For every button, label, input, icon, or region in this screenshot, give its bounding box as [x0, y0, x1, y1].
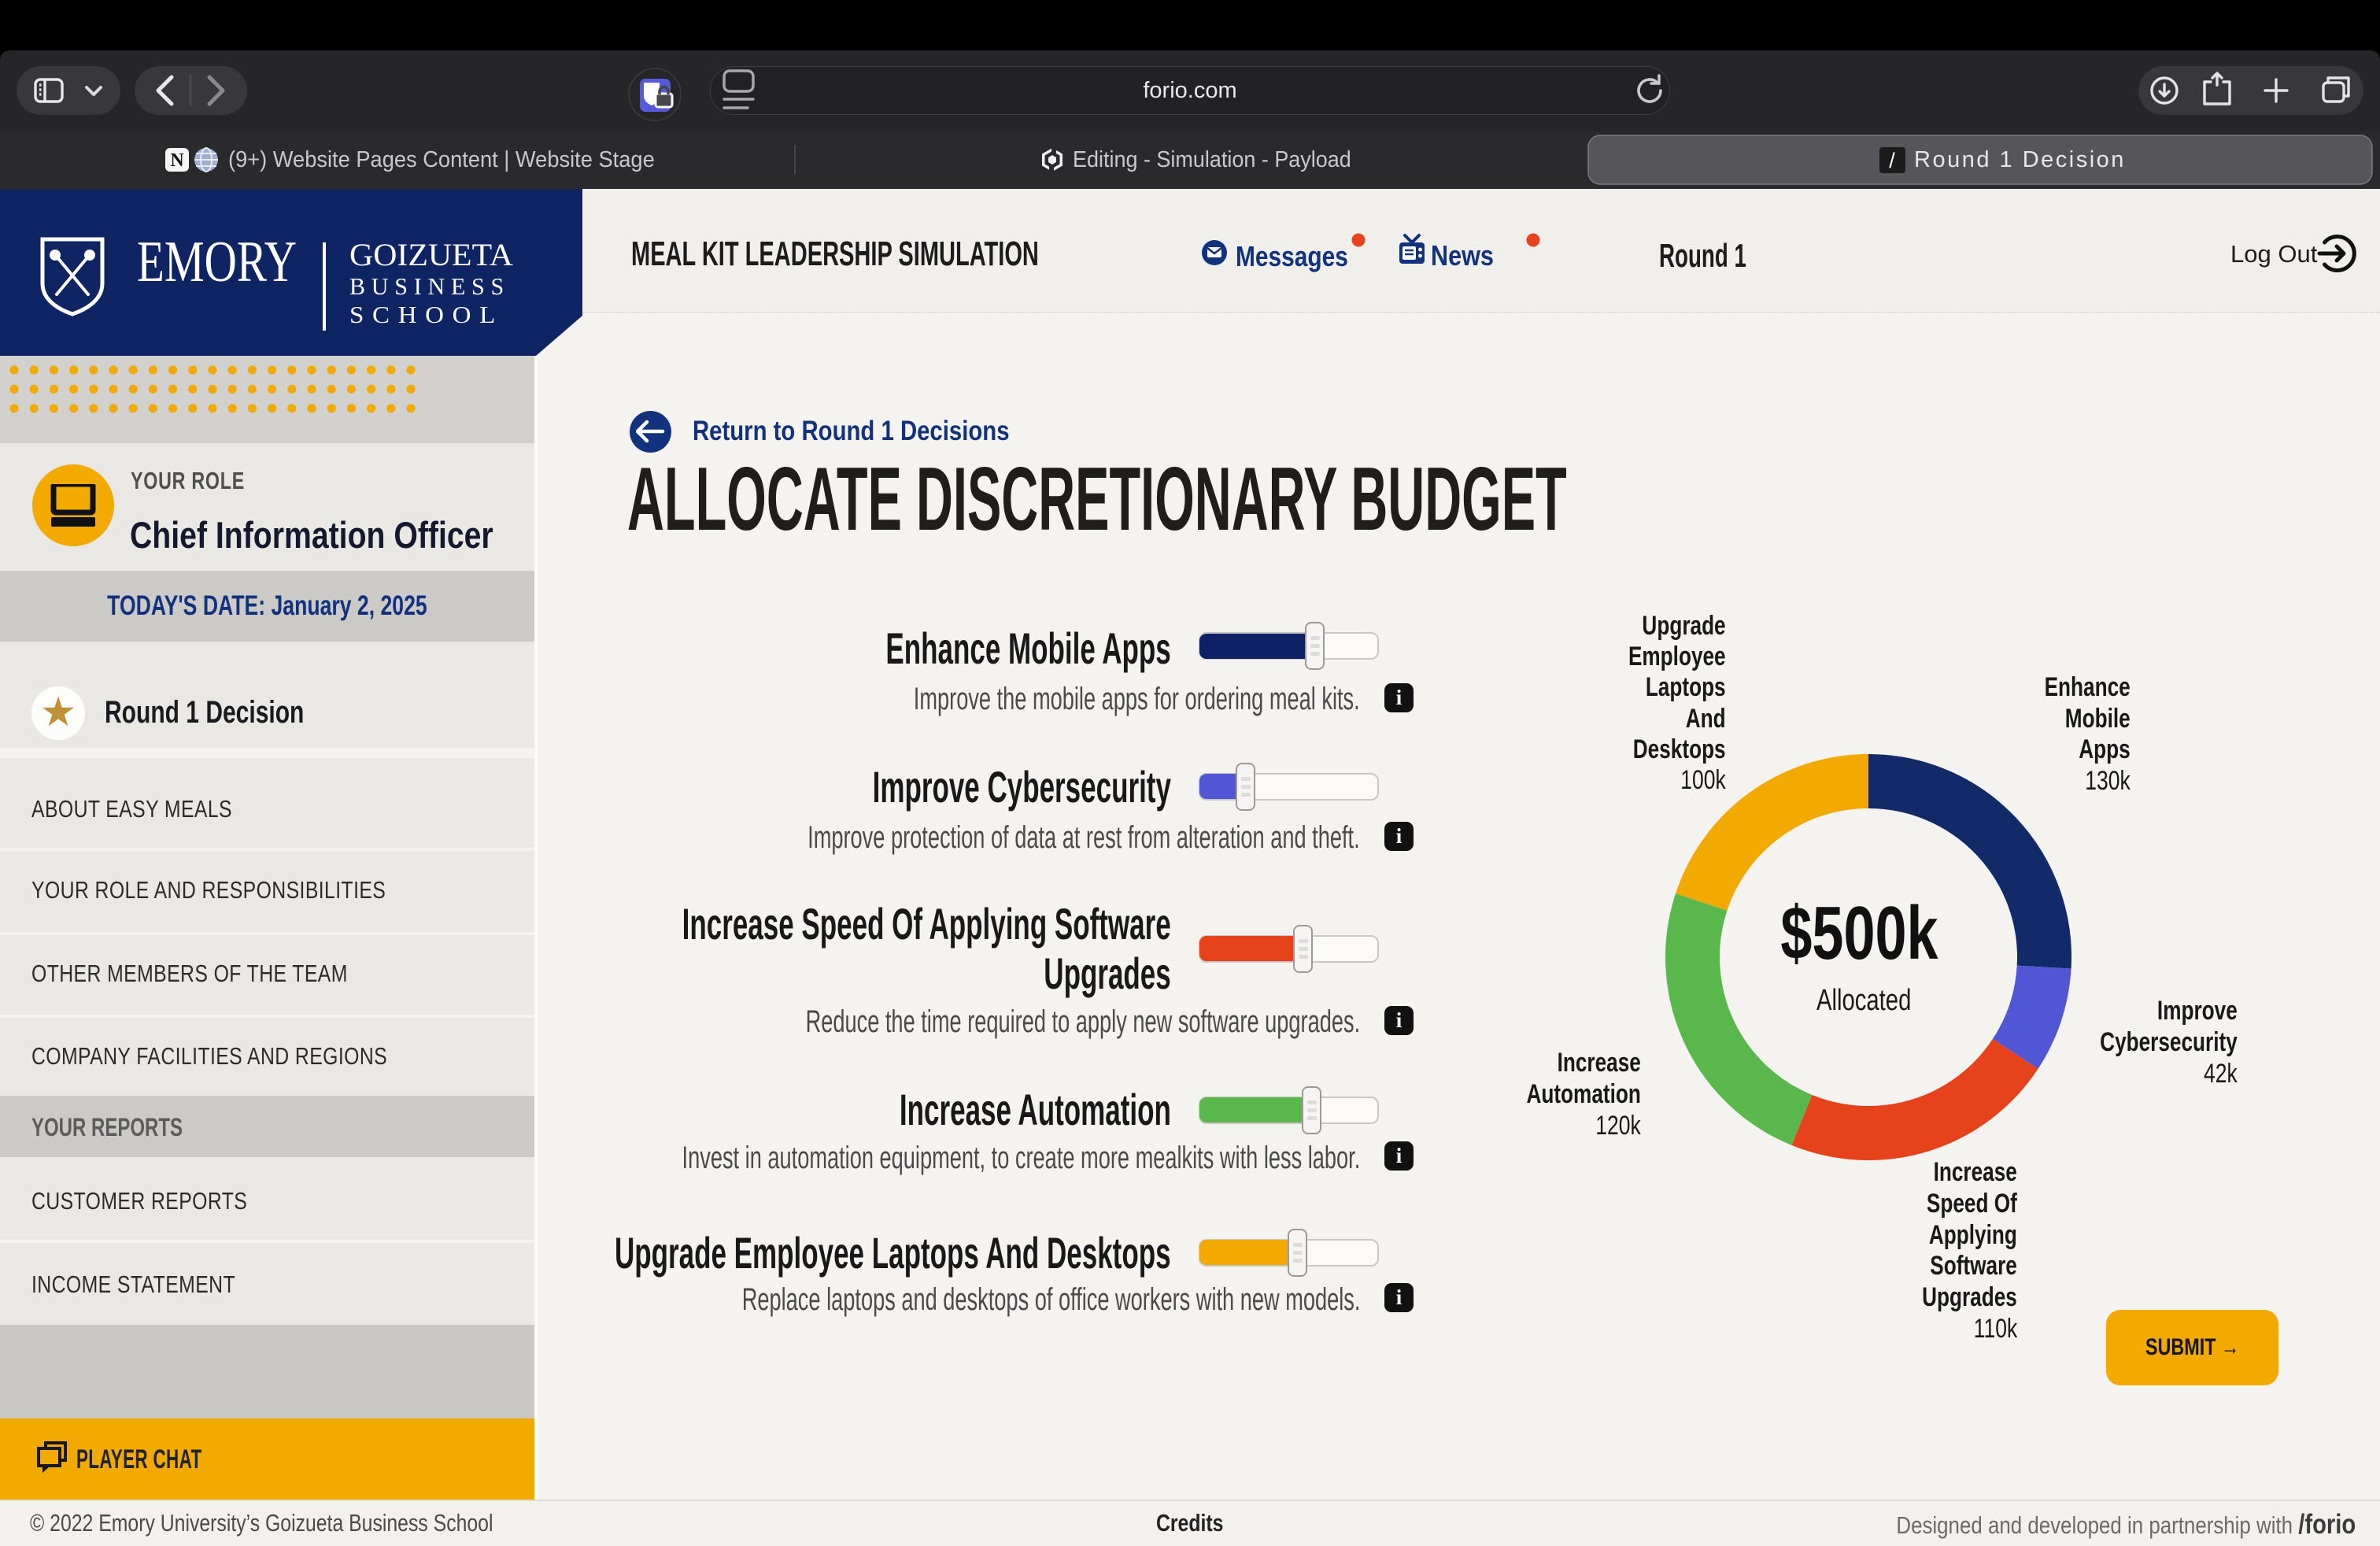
svg-text:N: N: [170, 150, 184, 171]
svg-text:/: /: [1889, 149, 1895, 172]
svg-text:EMORY: EMORY: [137, 230, 297, 294]
svg-text:BUSINESS: BUSINESS: [349, 272, 510, 300]
svg-text:GOIZUETA: GOIZUETA: [349, 237, 513, 272]
svg-text:SCHOOL: SCHOOL: [349, 301, 504, 328]
